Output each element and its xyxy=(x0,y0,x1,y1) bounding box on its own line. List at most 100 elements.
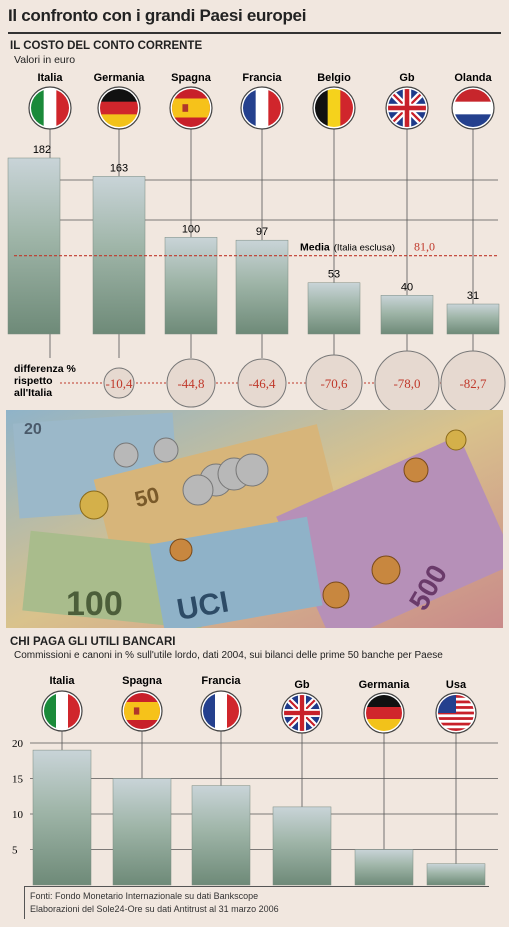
title-rule xyxy=(8,32,501,34)
media-label-note: (Italia esclusa) xyxy=(334,243,395,254)
france-flag-icon xyxy=(200,690,242,732)
flag-fill xyxy=(100,89,138,127)
flag-ring xyxy=(41,690,83,732)
diff-circle-francia xyxy=(237,358,287,408)
bar-italia xyxy=(32,749,92,886)
diff-label-line: all'Italia xyxy=(14,387,52,399)
belgium-flag-icon xyxy=(312,86,356,130)
country-label-francia: Francia xyxy=(242,72,282,84)
spain-flag-icon xyxy=(121,690,163,732)
media-value: 81,0 xyxy=(414,240,435,254)
france-flag-icon xyxy=(240,86,284,130)
italy-flag-icon xyxy=(28,86,72,130)
diff-label-line: differenza % xyxy=(14,363,77,375)
y-tick-20: 20 xyxy=(12,738,24,750)
country-label-gb: Gb xyxy=(399,72,415,84)
country-label-gb: Gb xyxy=(294,679,310,691)
diff-circle-spagna xyxy=(166,358,216,408)
diff-value-spagna: -44,8 xyxy=(177,376,204,391)
flag-fill xyxy=(44,693,80,729)
flag-fill xyxy=(388,89,426,127)
uk-flag-icon xyxy=(385,86,429,130)
flag-fill xyxy=(315,89,353,127)
diff-label: differenza % rispetto all'Italia xyxy=(14,363,77,399)
value-label-italia: 182 xyxy=(33,144,51,156)
section1-subtitle: Valori in euro xyxy=(14,54,76,66)
bar-gb xyxy=(380,295,434,335)
diff-value-belgio: -70,6 xyxy=(320,376,348,391)
country-label-germania: Germania xyxy=(359,679,411,691)
flag-fill xyxy=(366,695,402,731)
bar-gb xyxy=(272,806,332,886)
cost-chart: Italia 182 Germania 163 Spagna 100 Francia 97 Be… xyxy=(7,72,506,410)
bar-olanda xyxy=(446,303,500,335)
value-label-germania: 163 xyxy=(110,162,128,174)
flag-fill xyxy=(438,695,474,731)
svg-text:100: 100 xyxy=(66,585,123,623)
country-label-spagna: Spagna xyxy=(171,72,212,84)
usa-flag-icon xyxy=(435,692,477,734)
diff-circle-gb xyxy=(374,350,440,410)
y-tick-5: 5 xyxy=(12,845,18,857)
svg-text:20: 20 xyxy=(24,421,42,438)
euro-banknotes-photo: 20 50 100 UCI 500 xyxy=(6,410,503,628)
flag-ring xyxy=(281,692,323,734)
bar-francia xyxy=(191,785,251,886)
diff-circle-belgio xyxy=(305,354,363,410)
media-label: Media (Italia esclusa) xyxy=(300,242,395,254)
bar-germania xyxy=(354,849,414,886)
flag-ring xyxy=(200,690,242,732)
bar-spagna xyxy=(112,778,172,886)
media-label-main: Media xyxy=(300,242,330,254)
diff-label-line: rispetto xyxy=(14,375,53,387)
page-title: Il confronto con i grandi Paesi europei xyxy=(8,6,307,25)
value-label-spagna: 100 xyxy=(182,223,200,235)
section2-title: CHI PAGA GLI UTILI BANCARI xyxy=(10,636,176,648)
country-label-francia: Francia xyxy=(201,675,241,687)
country-label-germania: Germania xyxy=(94,72,146,84)
flag-fill xyxy=(454,89,492,127)
sources-box xyxy=(24,886,489,919)
value-label-belgio: 53 xyxy=(328,269,340,281)
flag-fill xyxy=(284,695,320,731)
italy-flag-icon xyxy=(41,690,83,732)
bar-italia xyxy=(7,157,61,335)
value-label-gb: 40 xyxy=(401,281,413,293)
flag-ring xyxy=(121,690,163,732)
section2-subtitle: Commissioni e canoni in % sull'utile lor… xyxy=(14,650,443,661)
diff-value-olanda: -82,7 xyxy=(459,376,487,391)
section1-title: IL COSTO DEL CONTO CORRENTE xyxy=(10,40,203,52)
y-tick-10: 10 xyxy=(12,809,24,821)
netherlands-flag-icon xyxy=(451,86,495,130)
bar-belgio xyxy=(307,282,361,335)
germany-flag-icon xyxy=(97,86,141,130)
diff-value-gb: -78,0 xyxy=(393,376,420,391)
uk-flag-icon xyxy=(281,692,323,734)
flag-fill xyxy=(124,693,160,729)
source-line-2: Elaborazioni del Sole24-Ore su dati Anti… xyxy=(30,904,279,914)
source-line-1: Fonti: Fondo Monetario Internazionale su… xyxy=(30,891,259,901)
bar-usa xyxy=(426,863,486,886)
value-label-francia: 97 xyxy=(256,226,268,238)
country-label-spagna: Spagna xyxy=(122,675,163,687)
diff-value-germania: -10,4 xyxy=(105,376,133,391)
bar-francia xyxy=(235,239,289,335)
flag-fill xyxy=(243,89,281,127)
diff-circle-germania xyxy=(103,367,135,399)
spain-flag-icon xyxy=(169,86,213,130)
flag-fill xyxy=(31,89,69,127)
svg-text:50: 50 xyxy=(132,482,162,512)
country-label-olanda: Olanda xyxy=(454,72,492,84)
flag-ring xyxy=(435,692,477,734)
flag-ring xyxy=(363,692,405,734)
bar-spagna xyxy=(164,237,218,335)
country-label-usa: Usa xyxy=(446,679,467,691)
germany-flag-icon xyxy=(363,692,405,734)
value-label-olanda: 31 xyxy=(467,290,479,302)
country-label-italia: Italia xyxy=(49,675,75,687)
diff-circle-olanda xyxy=(440,350,506,410)
y-tick-15: 15 xyxy=(12,774,24,786)
flag-fill xyxy=(172,89,210,127)
flag-fill xyxy=(203,693,239,729)
diff-value-francia: -46,4 xyxy=(248,376,276,391)
